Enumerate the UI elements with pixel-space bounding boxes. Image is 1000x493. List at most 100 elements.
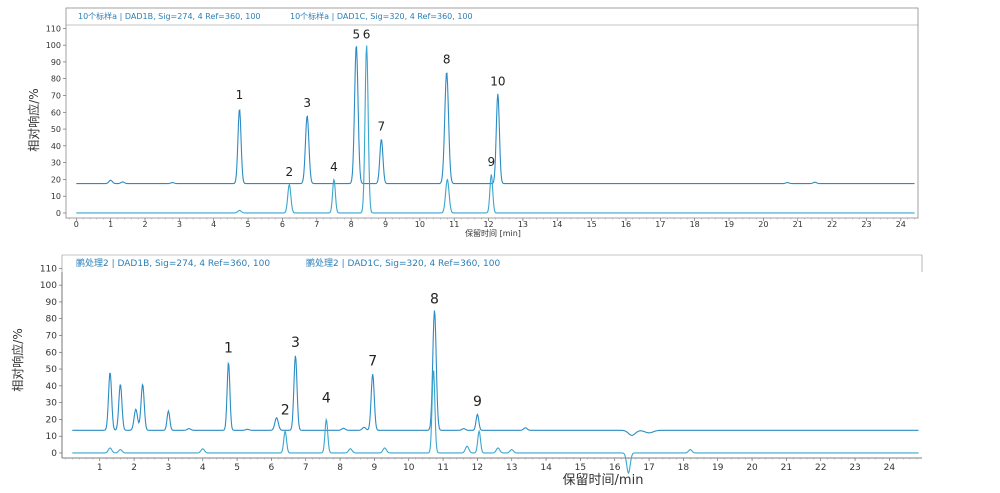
- x-axis-label: 保留时间 [min]: [465, 228, 521, 238]
- x-tick-label: 11: [437, 463, 448, 473]
- x-tick-label: 10: [415, 220, 425, 229]
- x-tick-label: 20: [758, 220, 768, 229]
- chromatogram-trace-1: [72, 370, 919, 475]
- y-tick-label: 70: [51, 91, 61, 100]
- x-tick-label: 7: [314, 220, 319, 229]
- y-tick-label: 70: [46, 331, 58, 341]
- x-tick-label: 18: [678, 463, 690, 473]
- x-tick-label: 9: [372, 463, 378, 473]
- x-tick-label: 7: [303, 463, 309, 473]
- x-tick-label: 3: [177, 220, 182, 229]
- x-tick-label: 16: [621, 220, 631, 229]
- plot-frame: [65, 7, 919, 219]
- x-tick-label: 8: [349, 220, 354, 229]
- x-tick-label: 24: [884, 463, 896, 473]
- y-tick-label: 110: [40, 264, 57, 274]
- peak-label: 1: [224, 340, 233, 356]
- signal-header-1: 10个标样a | DAD1C, Sig=320, 4 Ref=360, 100: [290, 11, 473, 21]
- y-tick-label: 80: [46, 315, 58, 325]
- peak-label: 7: [378, 120, 386, 134]
- peak-label: 5: [352, 27, 360, 41]
- x-tick-label: 3: [166, 463, 172, 473]
- x-tick-label: 2: [131, 463, 137, 473]
- x-tick-label: 23: [861, 220, 871, 229]
- x-tick-label: 16: [609, 463, 621, 473]
- chromatogram-trace-1: [76, 45, 915, 214]
- y-tick-label: 100: [40, 281, 57, 291]
- x-tick-label: 13: [518, 220, 528, 229]
- x-tick-label: 24: [896, 220, 906, 229]
- x-tick-label: 1: [108, 220, 113, 229]
- peak-label: 1: [236, 88, 244, 102]
- y-tick-label: 100: [46, 41, 61, 50]
- x-tick-label: 17: [643, 463, 654, 473]
- x-tick-label: 0: [74, 220, 79, 229]
- x-tick-label: 15: [587, 220, 597, 229]
- y-tick-label: 30: [46, 399, 58, 409]
- bottom-chromatogram-panel: 鹂处理2 | DAD1B, Sig=274, 4 Ref=360, 100 鹂处理…: [10, 254, 923, 488]
- x-tick-label: 4: [211, 220, 216, 229]
- y-tick-label: 90: [46, 298, 58, 308]
- peak-label: 10: [490, 74, 505, 88]
- x-tick-label: 18: [690, 220, 700, 229]
- x-tick-label: 12: [472, 463, 483, 473]
- peak-label: 8: [430, 292, 439, 308]
- x-tick-label: 22: [827, 220, 837, 229]
- peak-label: 8: [443, 53, 451, 67]
- peak-label: 2: [285, 165, 293, 179]
- y-tick-label: 40: [46, 382, 58, 392]
- x-tick-label: 23: [849, 463, 860, 473]
- peak-label: 3: [291, 335, 300, 351]
- chromatogram-trace-0: [76, 46, 915, 185]
- x-tick-label: 5: [246, 220, 251, 229]
- x-axis-label: 保留时间/min: [563, 473, 644, 488]
- signal-header-0: 鹂处理2 | DAD1B, Sig=274, 4 Ref=360, 100: [76, 257, 270, 269]
- y-tick-label: 50: [46, 365, 58, 375]
- y-tick-label: 10: [51, 192, 61, 201]
- y-tick-label: 50: [51, 125, 61, 134]
- y-tick-label: 90: [51, 58, 61, 67]
- y-tick-label: 80: [51, 75, 61, 84]
- y-axis-label: 相对响应/%: [26, 88, 41, 151]
- x-tick-label: 6: [269, 463, 275, 473]
- signal-header-0: 10个标样a | DAD1B, Sig=274, 4 Ref=360, 100: [78, 11, 261, 21]
- y-axis-label: 相对响应/%: [10, 328, 25, 391]
- peak-label: 3: [303, 96, 311, 110]
- x-tick-label: 20: [746, 463, 758, 473]
- x-tick-label: 13: [506, 463, 517, 473]
- x-tick-label: 5: [234, 463, 240, 473]
- peak-label: 9: [473, 394, 482, 410]
- x-tick-label: 19: [724, 220, 734, 229]
- x-tick-label: 9: [383, 220, 388, 229]
- peak-label: 7: [368, 354, 377, 370]
- peak-label: 4: [330, 160, 338, 174]
- y-tick-label: 30: [51, 159, 61, 168]
- x-tick-label: 11: [449, 220, 459, 229]
- chromatogram-trace-0: [72, 310, 919, 436]
- y-tick-label: 0: [56, 209, 61, 218]
- x-tick-label: 12: [483, 220, 493, 229]
- y-tick-label: 10: [46, 432, 58, 442]
- peak-label: 9: [487, 155, 495, 169]
- x-tick-label: 2: [142, 220, 147, 229]
- peak-label: 2: [281, 402, 290, 418]
- x-tick-label: 14: [552, 220, 562, 229]
- y-tick-label: 0: [51, 449, 57, 459]
- y-tick-label: 20: [51, 175, 61, 184]
- x-tick-label: 8: [337, 463, 343, 473]
- y-tick-label: 60: [46, 348, 58, 358]
- x-tick-label: 15: [575, 463, 586, 473]
- x-tick-label: 17: [655, 220, 665, 229]
- x-tick-label: 1: [97, 463, 103, 473]
- top-chromatogram-panel: 10个标样a | DAD1B, Sig=274, 4 Ref=360, 100 1…: [26, 7, 919, 238]
- y-tick-label: 40: [51, 142, 61, 151]
- y-tick-label: 60: [51, 108, 61, 117]
- x-tick-label: 19: [712, 463, 724, 473]
- signal-header-1: 鹂处理2 | DAD1C, Sig=320, 4 Ref=360, 100: [306, 257, 500, 269]
- x-tick-label: 10: [403, 463, 415, 473]
- peak-label: 4: [322, 391, 331, 407]
- y-tick-label: 20: [46, 415, 58, 425]
- x-tick-label: 21: [781, 463, 792, 473]
- x-tick-label: 14: [540, 463, 552, 473]
